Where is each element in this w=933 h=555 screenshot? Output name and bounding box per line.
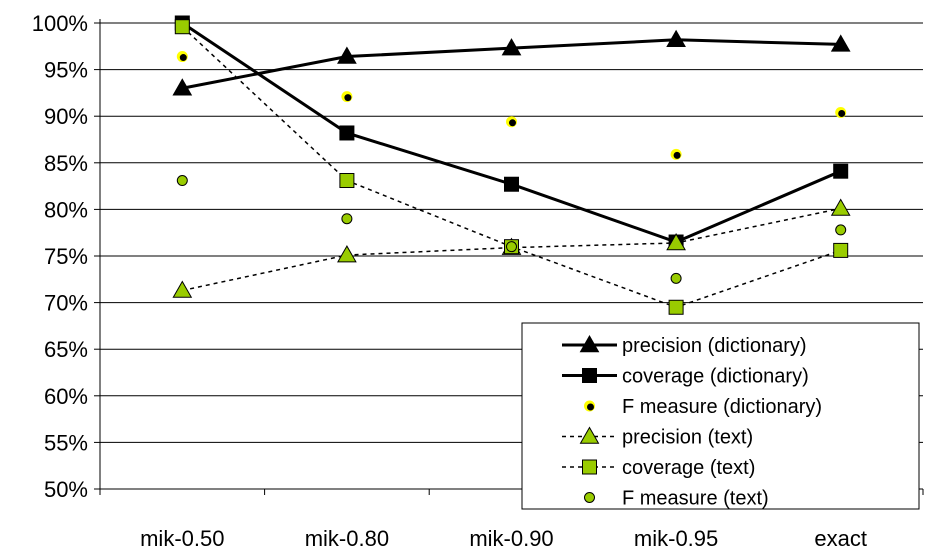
data-point (339, 125, 355, 141)
legend-marker (579, 334, 600, 353)
data-point-center (673, 151, 681, 159)
legend-label: precision (dictionary) (622, 335, 807, 357)
data-point (172, 78, 193, 96)
x-tick-label: mik-0.50 (140, 526, 224, 551)
x-tick-label: mik-0.80 (305, 526, 389, 551)
data-point-center (179, 54, 187, 62)
data-point (666, 232, 686, 251)
series-line-3 (182, 207, 841, 292)
data-point (176, 175, 188, 187)
legend-label: coverage (text) (622, 457, 755, 479)
data-point (506, 241, 517, 253)
data-point (504, 176, 519, 192)
y-tick-label: 85% (44, 151, 88, 176)
data-point (337, 245, 357, 263)
data-point (339, 173, 355, 189)
legend-label: F measure (dictionary) (622, 396, 822, 418)
data-point (835, 224, 847, 236)
data-point (501, 38, 522, 56)
data-point (833, 163, 849, 179)
y-tick-label: 55% (44, 430, 88, 455)
y-tick-label: 95% (44, 58, 88, 83)
y-tick-label: 70% (44, 291, 88, 316)
legend-marker (584, 492, 595, 503)
x-tick-label: mik-0.90 (469, 526, 553, 551)
y-tick-label: 80% (44, 197, 88, 222)
y-tick-label: 100% (32, 11, 88, 36)
x-tick-label: mik-0.95 (634, 526, 718, 551)
data-point (174, 19, 190, 35)
legend-label: F measure (text) (622, 488, 769, 510)
x-tick-label: exact (814, 526, 867, 551)
y-axis-ticks: 50% 55% 60% 65% 70% 75% 80% 85% 90% 95% 100% (32, 11, 100, 502)
legend-marker (579, 426, 600, 444)
data-point (830, 34, 851, 52)
legend-marker-center (587, 403, 594, 411)
x-axis-ticks: mik-0.50 mik-0.80 mik-0.90 mik-0.95 exact (99, 489, 924, 551)
data-point (172, 280, 193, 298)
y-tick-label: 60% (44, 384, 88, 409)
legend-marker (582, 368, 597, 383)
data-point (668, 299, 684, 315)
data-point (666, 29, 686, 48)
legend-label: precision (text) (622, 427, 753, 449)
y-tick-label: 90% (44, 104, 88, 129)
data-point (337, 46, 357, 64)
data-point (670, 272, 682, 284)
series-group (172, 15, 851, 315)
data-point (833, 242, 849, 258)
data-point (341, 213, 353, 225)
legend-box (521, 322, 920, 510)
data-point-center (838, 109, 846, 117)
gridlines (100, 22, 923, 490)
y-tick-label: 65% (44, 337, 88, 362)
y-tick-label: 50% (44, 477, 88, 502)
data-point (830, 198, 851, 216)
y-tick-label: 75% (44, 244, 88, 269)
legend-marker (582, 459, 597, 475)
data-point-center (344, 94, 352, 102)
data-point-center (509, 119, 516, 127)
legend-label: coverage (dictionary) (622, 366, 809, 388)
legend: precision (dictionary) coverage (dictiona… (521, 322, 920, 510)
